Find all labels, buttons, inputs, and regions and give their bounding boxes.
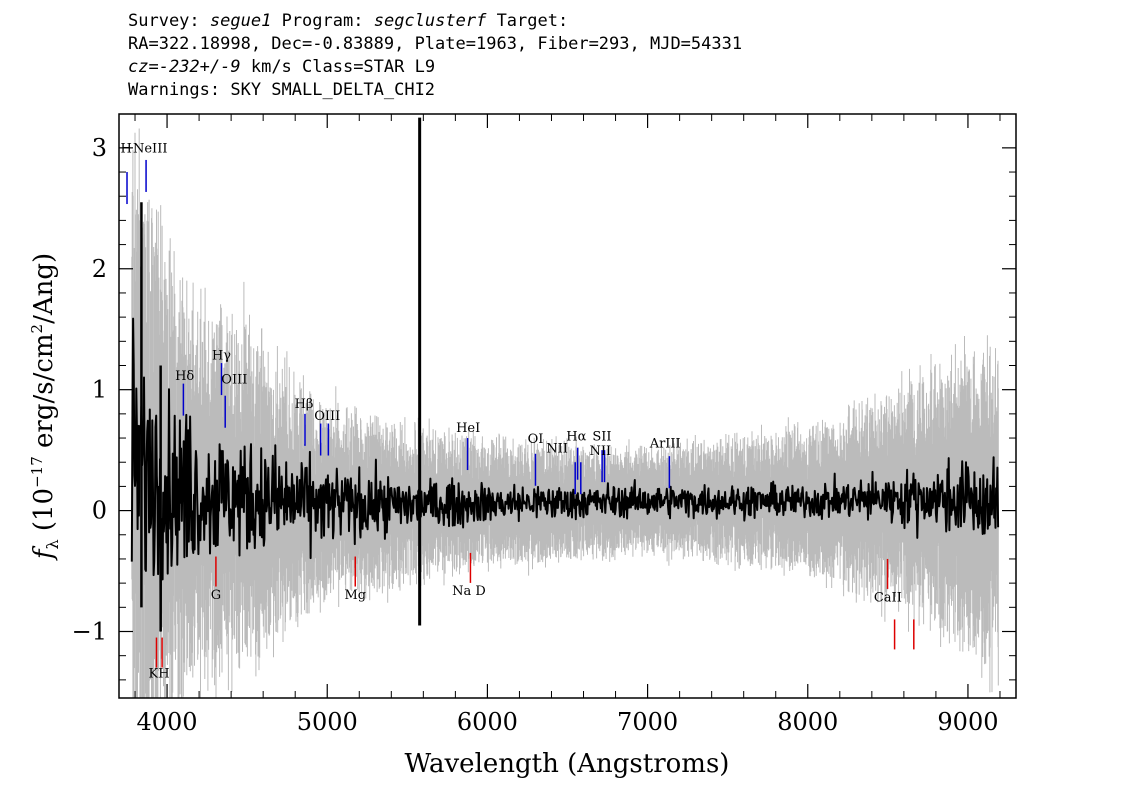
error-band-path: [131, 128, 999, 698]
y-tick-label: 1: [92, 376, 107, 404]
emission-line-label: NeIII: [133, 142, 167, 157]
x-axis-title: Wavelength (Angstroms): [405, 749, 730, 779]
warnings-line: Warnings: SKY SMALL_DELTA_CHI2: [128, 80, 436, 100]
x-tick-label: 9000: [937, 708, 998, 736]
flux-series: [130, 117, 1000, 632]
emission-line-label: HeI: [456, 421, 480, 436]
y-tick-label: 2: [92, 255, 107, 283]
emission-line-label: Hδ: [175, 369, 194, 384]
y-tick-label: −1: [72, 617, 107, 645]
absorption-line-label: Na D: [452, 584, 486, 599]
error-band: [131, 128, 999, 698]
x-tick-label: 5000: [297, 708, 358, 736]
emission-line-label: OIII: [221, 373, 247, 388]
absorption-line-label: Mg: [344, 588, 366, 603]
program-value: segclusterf: [373, 11, 487, 31]
emission-line-label: ArIII: [649, 437, 681, 452]
emission-line-label: NII: [590, 444, 612, 459]
cz-label: cz=: [128, 57, 159, 77]
cz-value: -232+/-9: [158, 57, 241, 77]
y-tick-label: 3: [92, 134, 107, 162]
emission-line-label: Hα: [566, 429, 586, 444]
survey-label: Survey:: [128, 11, 200, 31]
emission-line-label: OIII: [314, 409, 340, 424]
survey-value: segue1: [209, 11, 272, 31]
absorption-line-label: CaII: [874, 590, 902, 605]
emission-line-label: H: [121, 142, 132, 157]
target-label: Target:: [496, 11, 569, 31]
y-tick-label: 0: [92, 497, 107, 525]
x-tick-label: 6000: [457, 708, 518, 736]
spectrum-header: Survey: segue1 Program: segclusterf Targ…: [128, 10, 742, 102]
cz-class-text: km/s Class=STAR L9: [240, 57, 436, 77]
axis-tick-labels: 4000 5000 6000 7000 8000 9000 −1 0 1 2 3: [72, 134, 999, 736]
emission-line-label: OI: [528, 432, 544, 447]
emission-line-label: SII: [592, 429, 611, 444]
program-label: Program:: [281, 11, 364, 31]
absorption-line-label: G: [211, 588, 221, 603]
flux-line: [130, 317, 1000, 632]
emission-line-label: Hβ: [295, 397, 314, 412]
axis-ticks: [119, 114, 1016, 698]
absorption-line-label: KH: [149, 666, 170, 681]
x-tick-label: 8000: [777, 708, 838, 736]
x-tick-label: 4000: [137, 708, 198, 736]
x-tick-label: 7000: [617, 708, 678, 736]
plot-frame: [118, 113, 1017, 699]
coordinates-line: RA=322.18998, Dec=-0.83889, Plate=1963, …: [128, 34, 743, 54]
emission-line-label: NII: [546, 442, 568, 457]
y-axis-title: fλ (10−17 erg/s/cm2/Ang): [28, 253, 62, 561]
emission-line-label: Hγ: [212, 348, 231, 363]
